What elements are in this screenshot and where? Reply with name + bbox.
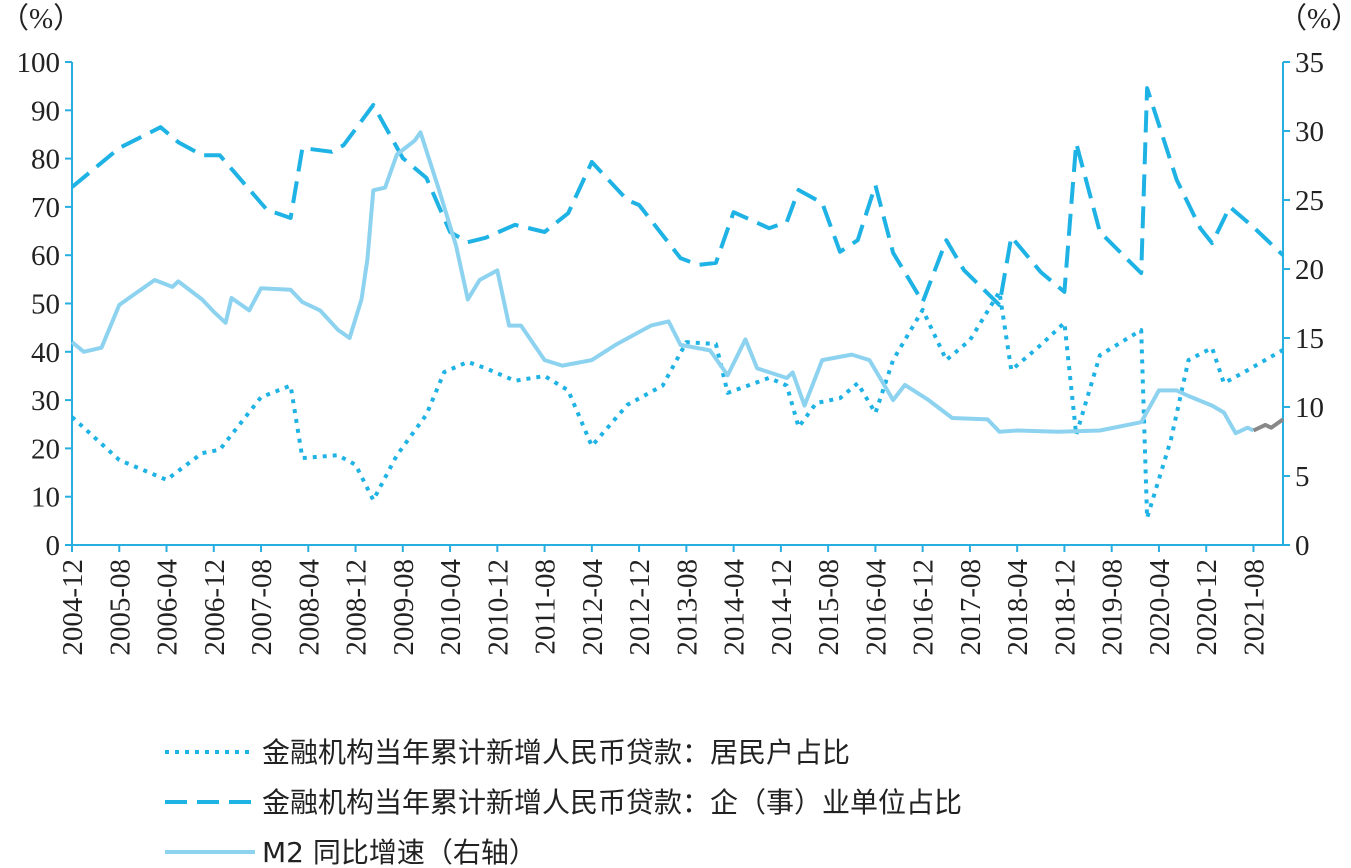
x-tick-label: 2006-12: [199, 559, 231, 656]
left-tick-label: 10: [31, 482, 60, 514]
x-tick-label: 2015-08: [813, 559, 845, 656]
x-tick-label: 2018-12: [1049, 559, 1081, 656]
legend-label-household: 金融机构当年累计新增人民币贷款：居民户占比: [262, 736, 850, 769]
x-tick-label: 2021-08: [1238, 559, 1270, 656]
x-tick-label: 2005-08: [104, 559, 136, 656]
right-tick-label: 10: [1295, 392, 1324, 424]
left-tick-label: 30: [31, 385, 60, 417]
left-tick-label: 50: [31, 289, 60, 321]
left-tick-label: 80: [31, 144, 60, 176]
household-share-line: [70, 289, 1284, 520]
right-tick-label: 5: [1295, 461, 1310, 493]
x-tick-label: 2004-12: [57, 559, 89, 656]
right-tick-label: 0: [1295, 530, 1310, 562]
right-axis-unit: （%）: [1278, 3, 1351, 35]
x-tick-label: 2009-08: [388, 559, 420, 656]
m2-growth-line: [70, 130, 1255, 436]
right-tick-label: 15: [1295, 323, 1324, 355]
x-tick-label: 2007-08: [246, 559, 278, 656]
legend-label-enterprise: 金融机构当年累计新增人民币贷款：企（事）业单位占比: [262, 786, 962, 819]
x-tick-label: 2008-12: [341, 559, 373, 656]
x-tick-label: 2017-08: [955, 559, 987, 656]
left-tick-label: 20: [31, 433, 60, 465]
left-tick-label: 100: [17, 47, 61, 79]
x-tick-label: 2008-04: [293, 559, 325, 656]
x-tick-label: 2012-12: [624, 559, 656, 656]
left-tick-label: 0: [46, 530, 61, 562]
left-tick-label: 70: [31, 192, 60, 224]
m2-growth-latest-segment: [1252, 417, 1285, 433]
left-tick-label: 40: [31, 337, 60, 369]
right-tick-label: 25: [1295, 185, 1324, 217]
right-tick-label: 20: [1295, 254, 1324, 286]
x-tick-label: 2020-12: [1191, 559, 1223, 656]
x-tick-label: 2016-04: [860, 559, 892, 656]
left-axis-unit: （%）: [0, 3, 82, 35]
left-tick-label: 90: [31, 95, 60, 127]
x-tick-label: 2010-12: [482, 559, 514, 656]
x-tick-label: 2006-04: [152, 559, 184, 656]
right-tick-label: 30: [1295, 116, 1324, 148]
right-tick-label: 35: [1295, 47, 1324, 79]
x-tick-label: 2019-08: [1097, 559, 1129, 656]
x-tick-label: 2020-04: [1144, 559, 1176, 656]
x-tick-label: 2014-04: [719, 559, 751, 656]
x-tick-label: 2016-12: [908, 559, 940, 656]
x-tick-label: 2012-04: [577, 559, 609, 656]
enterprise-share-line: [70, 86, 1285, 307]
x-tick-label: 2011-08: [530, 559, 562, 655]
legend-label-m2: M2 同比增速（右轴）: [262, 836, 537, 868]
x-tick-label: 2010-04: [435, 559, 467, 656]
x-tick-label: 2013-08: [671, 559, 703, 656]
x-tick-label: 2018-04: [1002, 559, 1034, 656]
legend: 金融机构当年累计新增人民币贷款：居民户占比 金融机构当年累计新增人民币贷款：企（…: [165, 736, 962, 868]
left-tick-label: 60: [31, 240, 60, 272]
x-tick-label: 2014-12: [766, 559, 798, 656]
